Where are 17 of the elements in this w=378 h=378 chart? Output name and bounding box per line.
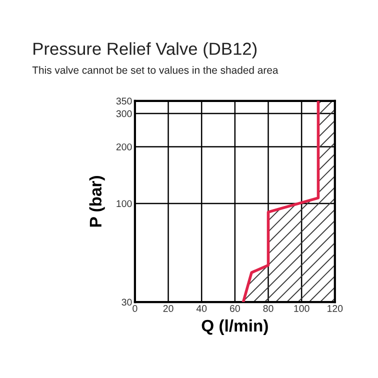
y-tick-label: 300 [116, 110, 132, 118]
x-tick-label: 80 [263, 305, 274, 312]
x-tick-label: 0 [132, 305, 138, 312]
x-tick-label: 20 [163, 305, 174, 312]
line-series [242, 100, 320, 302]
chart-subtitle: This valve cannot be set to values in the shaded area [32, 66, 278, 74]
y-tick-label: 30 [122, 298, 132, 306]
x-tick-label: 100 [294, 305, 310, 312]
y-axis-title: P (bar) [89, 176, 105, 227]
x-tick-label: 120 [328, 305, 343, 312]
y-tick-label: 350 [116, 98, 132, 105]
y-tick-label: 200 [116, 143, 132, 150]
y-tick-label: 100 [116, 200, 132, 208]
x-tick-label: 60 [230, 305, 240, 312]
x-tick-label: 40 [196, 305, 207, 312]
x-axis-title: Q (l/min) [202, 319, 268, 335]
chart-title: Pressure Relief Valve (DB12) [34, 42, 257, 58]
